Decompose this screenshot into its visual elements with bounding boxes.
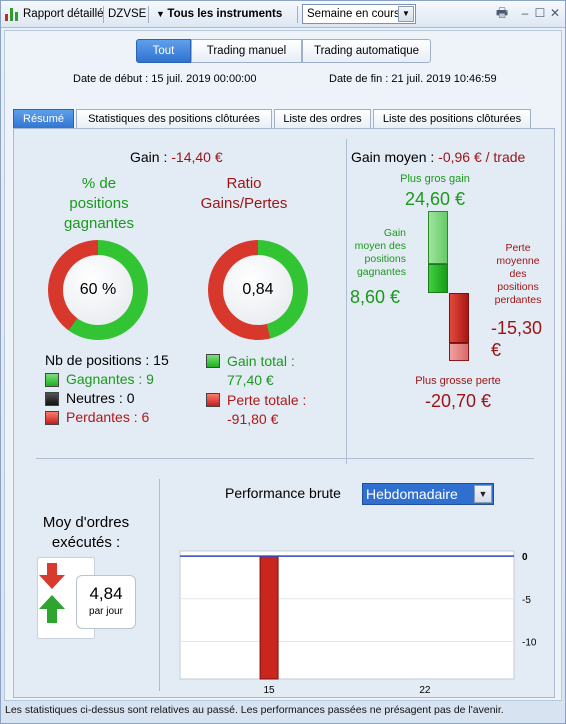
orders-value: 4,84 (89, 584, 123, 603)
ratio-value: 0,84 (223, 255, 293, 325)
losing-legend-icon (45, 411, 59, 425)
minimize-icon[interactable]: – (521, 6, 529, 20)
instruments-dropdown[interactable]: ▼ Tous les instruments (156, 8, 283, 20)
perf-period-select[interactable]: Hebdomadaire ▼ (362, 483, 494, 505)
ratio-title: Ratio Gains/Pertes (200, 175, 288, 212)
summary-content: Gain : -14,40 € % de positions gagnantes… (13, 128, 555, 698)
gain-value: -14,40 € (171, 149, 223, 165)
avg-win-label: Gain moyen des positions gagnantes (354, 227, 406, 278)
chevron-down-icon[interactable]: ▼ (474, 485, 492, 503)
avg-loss-label: Perte moyenne des positions perdantes (494, 242, 542, 306)
title-bar: Rapport détaillé DZVSE ▼ Tous les instru… (1, 1, 565, 28)
perte-totale: Perte totale : -91,80 € (227, 392, 307, 427)
neutral-count: Neutres : 0 (66, 390, 135, 406)
neutral-legend-icon (45, 392, 59, 406)
tab-closed-stats[interactable]: Statistiques des positions clôturées (76, 109, 272, 129)
status-bar-text: Les statistiques ci-dessus sont relative… (5, 704, 504, 716)
gain-header: Gain : -14,40 € (130, 149, 223, 165)
filter-all-button[interactable]: Tout (136, 39, 191, 63)
end-date: Date de fin : 21 juil. 2019 10:46:59 (329, 73, 497, 85)
chevron-down-icon[interactable]: ▼ (398, 6, 414, 22)
pct-winning-title: % de positions gagnantes (63, 175, 135, 232)
best-gain-value: 24,60 € (404, 189, 466, 209)
gain-total-icon (206, 354, 220, 368)
avg-gain-header: Gain moyen : -0,96 € / trade (351, 149, 526, 165)
filter-auto-button[interactable]: Trading automatique (302, 39, 431, 63)
best-gain-label: Plus gros gain (400, 173, 470, 185)
ratio-donut: 0,84 (208, 240, 308, 340)
performance-bar[interactable] (259, 555, 279, 680)
winning-count: Gagnantes : 9 (66, 371, 154, 387)
worst-loss-label: Plus grosse perte (415, 375, 501, 387)
report-title: Rapport détaillé (23, 8, 104, 20)
dropdown-triangle-icon: ▼ (156, 9, 168, 19)
close-icon[interactable]: ✕ (549, 6, 561, 20)
gain-total: Gain total : 77,40 € (227, 353, 295, 388)
orders-unit: par jour (89, 606, 123, 617)
start-date: Date de début : 15 juil. 2019 00:00:00 (73, 73, 257, 85)
report-chart-icon (5, 7, 19, 21)
avg-win-value: 8,60 € (350, 287, 401, 307)
worst-loss-value: -20,70 € (424, 391, 492, 411)
x-tick-label: 15 (264, 685, 276, 695)
orders-per-day-box: 4,84 par jour (76, 575, 136, 629)
nb-positions: Nb de positions : 15 (45, 352, 169, 368)
filter-manual-button[interactable]: Trading manuel (191, 39, 302, 63)
printer-icon[interactable]: 🖶 (495, 5, 509, 20)
main-panel: Tout Trading manuel Trading automatique … (4, 30, 562, 701)
perte-totale-icon (206, 393, 220, 407)
y-tick-label: 0 (522, 552, 528, 563)
y-tick-label: -10 (522, 637, 537, 648)
perf-label: Performance brute (225, 485, 341, 501)
avg-loss-value: -15,30 € (491, 318, 543, 360)
losing-count: Perdantes : 6 (66, 409, 150, 425)
winning-legend-icon (45, 373, 59, 387)
performance-chart: 0 -5 -10 15 22 (179, 550, 537, 695)
maximize-icon[interactable]: ☐ (534, 6, 546, 20)
worst-loss-bar (449, 343, 469, 361)
period-select[interactable]: Semaine en cours ▼ (302, 4, 416, 24)
x-tick-label: 22 (419, 685, 431, 695)
ticker-label[interactable]: DZVSE (108, 8, 147, 20)
pct-winning-donut: 60 % (48, 240, 148, 340)
best-gain-bar (428, 211, 448, 264)
orders-title: Moy d'ordres exécutés : (42, 514, 130, 551)
tab-orders[interactable]: Liste des ordres (274, 109, 371, 129)
avg-win-bar (428, 264, 448, 293)
tab-resume[interactable]: Résumé (13, 109, 74, 129)
avg-loss-bar (449, 293, 469, 343)
tab-closed-positions[interactable]: Liste des positions clôturées (373, 109, 531, 129)
avg-gain-value: -0,96 € / trade (438, 149, 526, 165)
pct-winning-value: 60 % (63, 255, 133, 325)
y-tick-label: -5 (522, 595, 531, 606)
